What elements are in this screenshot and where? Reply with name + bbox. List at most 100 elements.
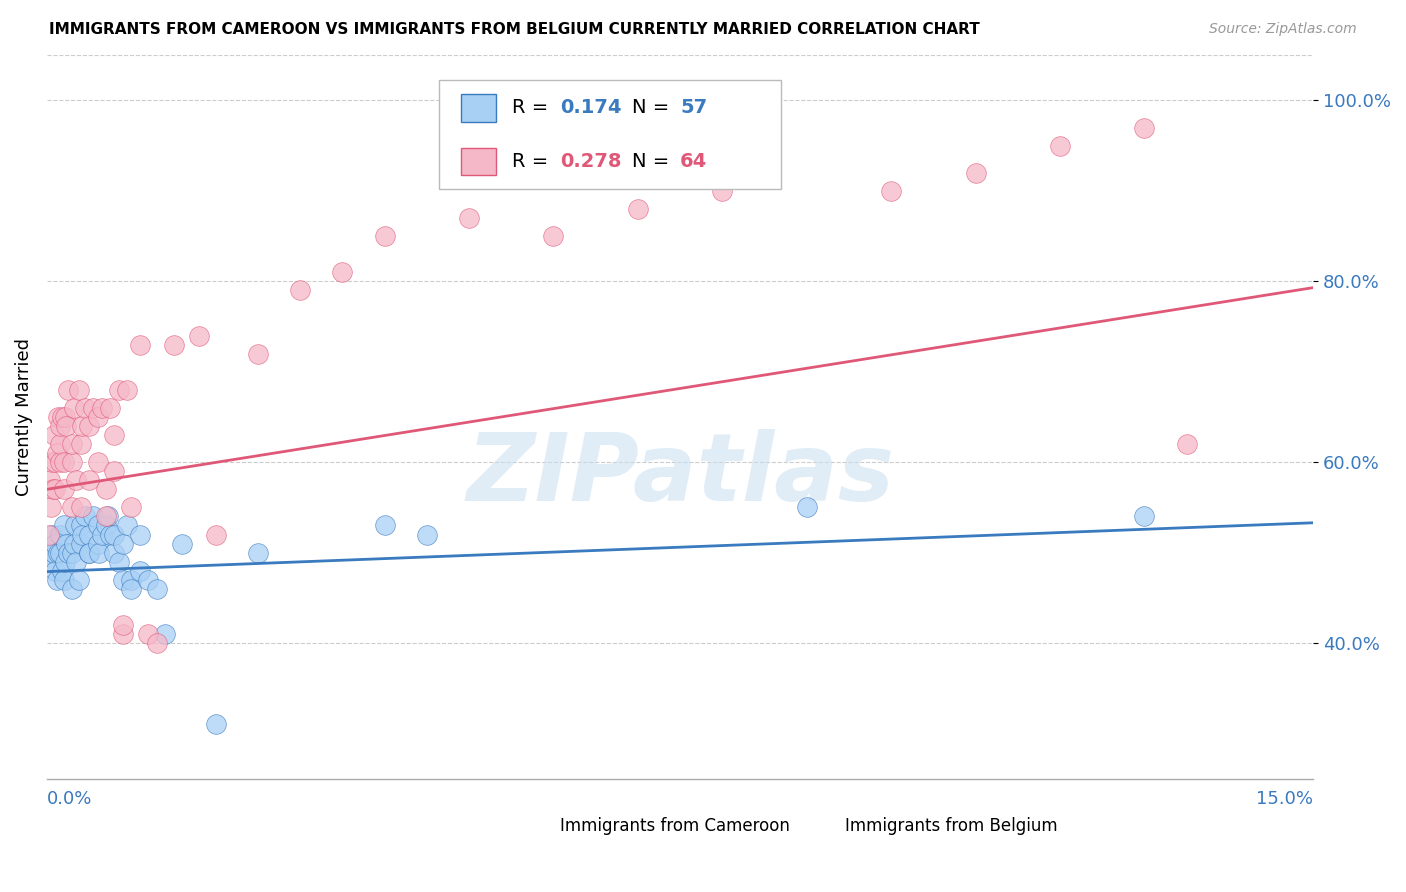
Point	[60, 500, 83, 515]
Point	[49, 419, 72, 434]
Point	[153, 627, 176, 641]
Point	[51, 564, 73, 578]
Point	[103, 527, 125, 541]
Point	[60, 455, 83, 469]
Point	[128, 337, 150, 351]
Point	[94, 509, 117, 524]
Point	[1133, 509, 1156, 524]
Point	[86, 455, 108, 469]
Point	[627, 202, 650, 216]
Point	[38, 527, 60, 541]
Point	[288, 283, 311, 297]
Point	[145, 582, 167, 596]
Point	[128, 527, 150, 541]
FancyBboxPatch shape	[461, 95, 496, 121]
Point	[98, 401, 121, 415]
Point	[90, 401, 112, 415]
Point	[120, 500, 142, 515]
Point	[711, 184, 734, 198]
Point	[187, 328, 209, 343]
Point	[86, 536, 108, 550]
Point	[38, 546, 60, 560]
Point	[94, 518, 117, 533]
Point	[69, 518, 91, 533]
Point	[41, 455, 63, 469]
Point	[72, 419, 94, 434]
Point	[46, 409, 69, 424]
Text: 15.0%: 15.0%	[1257, 789, 1313, 807]
Point	[107, 555, 129, 569]
Point	[48, 437, 70, 451]
Point	[86, 518, 108, 533]
Point	[136, 573, 159, 587]
Point	[49, 527, 72, 541]
Point	[77, 527, 100, 541]
Point	[246, 346, 269, 360]
Point	[136, 627, 159, 641]
Point	[458, 211, 481, 225]
Point	[796, 500, 818, 515]
Point	[60, 582, 83, 596]
Text: Immigrants from Cameroon: Immigrants from Cameroon	[560, 817, 790, 835]
Point	[120, 573, 142, 587]
Point	[52, 455, 75, 469]
Text: R =: R =	[512, 152, 554, 171]
Text: N =: N =	[631, 152, 675, 171]
Point	[1133, 120, 1156, 135]
Text: 0.278: 0.278	[560, 152, 621, 171]
Point	[89, 546, 111, 560]
Point	[55, 536, 77, 550]
Point	[42, 546, 65, 560]
Point	[374, 518, 396, 533]
Point	[73, 401, 96, 415]
Point	[67, 573, 90, 587]
Point	[44, 564, 66, 578]
Point	[204, 717, 226, 731]
Point	[103, 428, 125, 442]
Text: 0.0%: 0.0%	[46, 789, 93, 807]
Point	[103, 546, 125, 560]
Point	[128, 564, 150, 578]
Point	[55, 555, 77, 569]
Point	[56, 383, 79, 397]
Point	[77, 419, 100, 434]
Point	[1175, 437, 1198, 451]
Point	[60, 546, 83, 560]
Point	[39, 473, 62, 487]
FancyBboxPatch shape	[807, 815, 835, 837]
Point	[51, 409, 73, 424]
Point	[145, 636, 167, 650]
Point	[77, 546, 100, 560]
Point	[98, 527, 121, 541]
Point	[44, 536, 66, 550]
Point	[111, 536, 134, 550]
Y-axis label: Currently Married: Currently Married	[15, 338, 32, 496]
Text: R =: R =	[512, 98, 554, 118]
Point	[115, 383, 138, 397]
Point	[39, 555, 62, 569]
Point	[42, 483, 65, 497]
Text: 57: 57	[681, 98, 707, 118]
Text: 0.174: 0.174	[560, 98, 621, 118]
Point	[60, 437, 83, 451]
Point	[77, 473, 100, 487]
Point	[39, 500, 62, 515]
Point	[67, 383, 90, 397]
Point	[73, 509, 96, 524]
Point	[82, 401, 104, 415]
FancyBboxPatch shape	[461, 148, 496, 175]
Point	[72, 527, 94, 541]
Point	[115, 518, 138, 533]
Point	[65, 555, 87, 569]
FancyBboxPatch shape	[440, 80, 782, 189]
Text: 64: 64	[681, 152, 707, 171]
Point	[120, 582, 142, 596]
Point	[55, 419, 77, 434]
Text: Immigrants from Belgium: Immigrants from Belgium	[845, 817, 1057, 835]
Point	[107, 383, 129, 397]
Point	[41, 527, 63, 541]
Point	[65, 473, 87, 487]
Point	[46, 546, 69, 560]
Point	[48, 546, 70, 560]
Point	[1049, 138, 1071, 153]
